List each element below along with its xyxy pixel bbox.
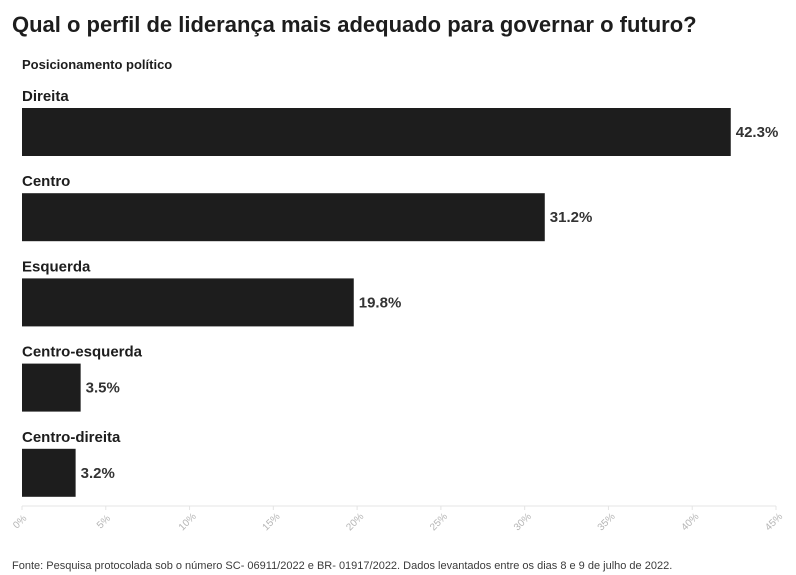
value-label: 42.3% xyxy=(736,124,779,141)
bar xyxy=(22,448,76,497)
x-tick-label: 5% xyxy=(95,513,113,531)
value-label: 3.2% xyxy=(81,465,115,482)
value-label: 19.8% xyxy=(359,294,402,311)
x-tick-label: 25% xyxy=(428,511,450,533)
x-tick-label: 40% xyxy=(679,511,701,533)
category-label: Esquerda xyxy=(22,258,91,275)
x-tick-label: 10% xyxy=(177,511,199,533)
chart-title: Qual o perfil de liderança mais adequado… xyxy=(12,12,697,37)
x-tick-label: 30% xyxy=(512,511,534,533)
bar-chart: Direita 42.3% Centro 31.2% Esquerda 19.8% Cent… xyxy=(11,88,785,533)
bar xyxy=(22,278,354,327)
value-label: 3.5% xyxy=(86,380,120,397)
bar xyxy=(22,363,81,412)
x-tick-label: 0% xyxy=(11,513,29,531)
category-label: Centro-direita xyxy=(22,429,121,446)
x-tick-label: 15% xyxy=(261,511,283,533)
x-tick-label: 35% xyxy=(596,511,618,533)
x-tick-label: 45% xyxy=(763,511,785,533)
source-footnote: Fonte: Pesquisa protocolada sob o número… xyxy=(12,560,673,572)
category-label: Centro-esquerda xyxy=(22,344,143,361)
category-label: Direita xyxy=(22,88,69,105)
value-label: 31.2% xyxy=(550,209,593,226)
bar xyxy=(22,108,731,156)
x-tick-label: 20% xyxy=(344,511,366,533)
category-label: Centro xyxy=(22,173,70,190)
bar xyxy=(22,193,545,242)
chart-subtitle: Posicionamento político xyxy=(22,57,173,72)
